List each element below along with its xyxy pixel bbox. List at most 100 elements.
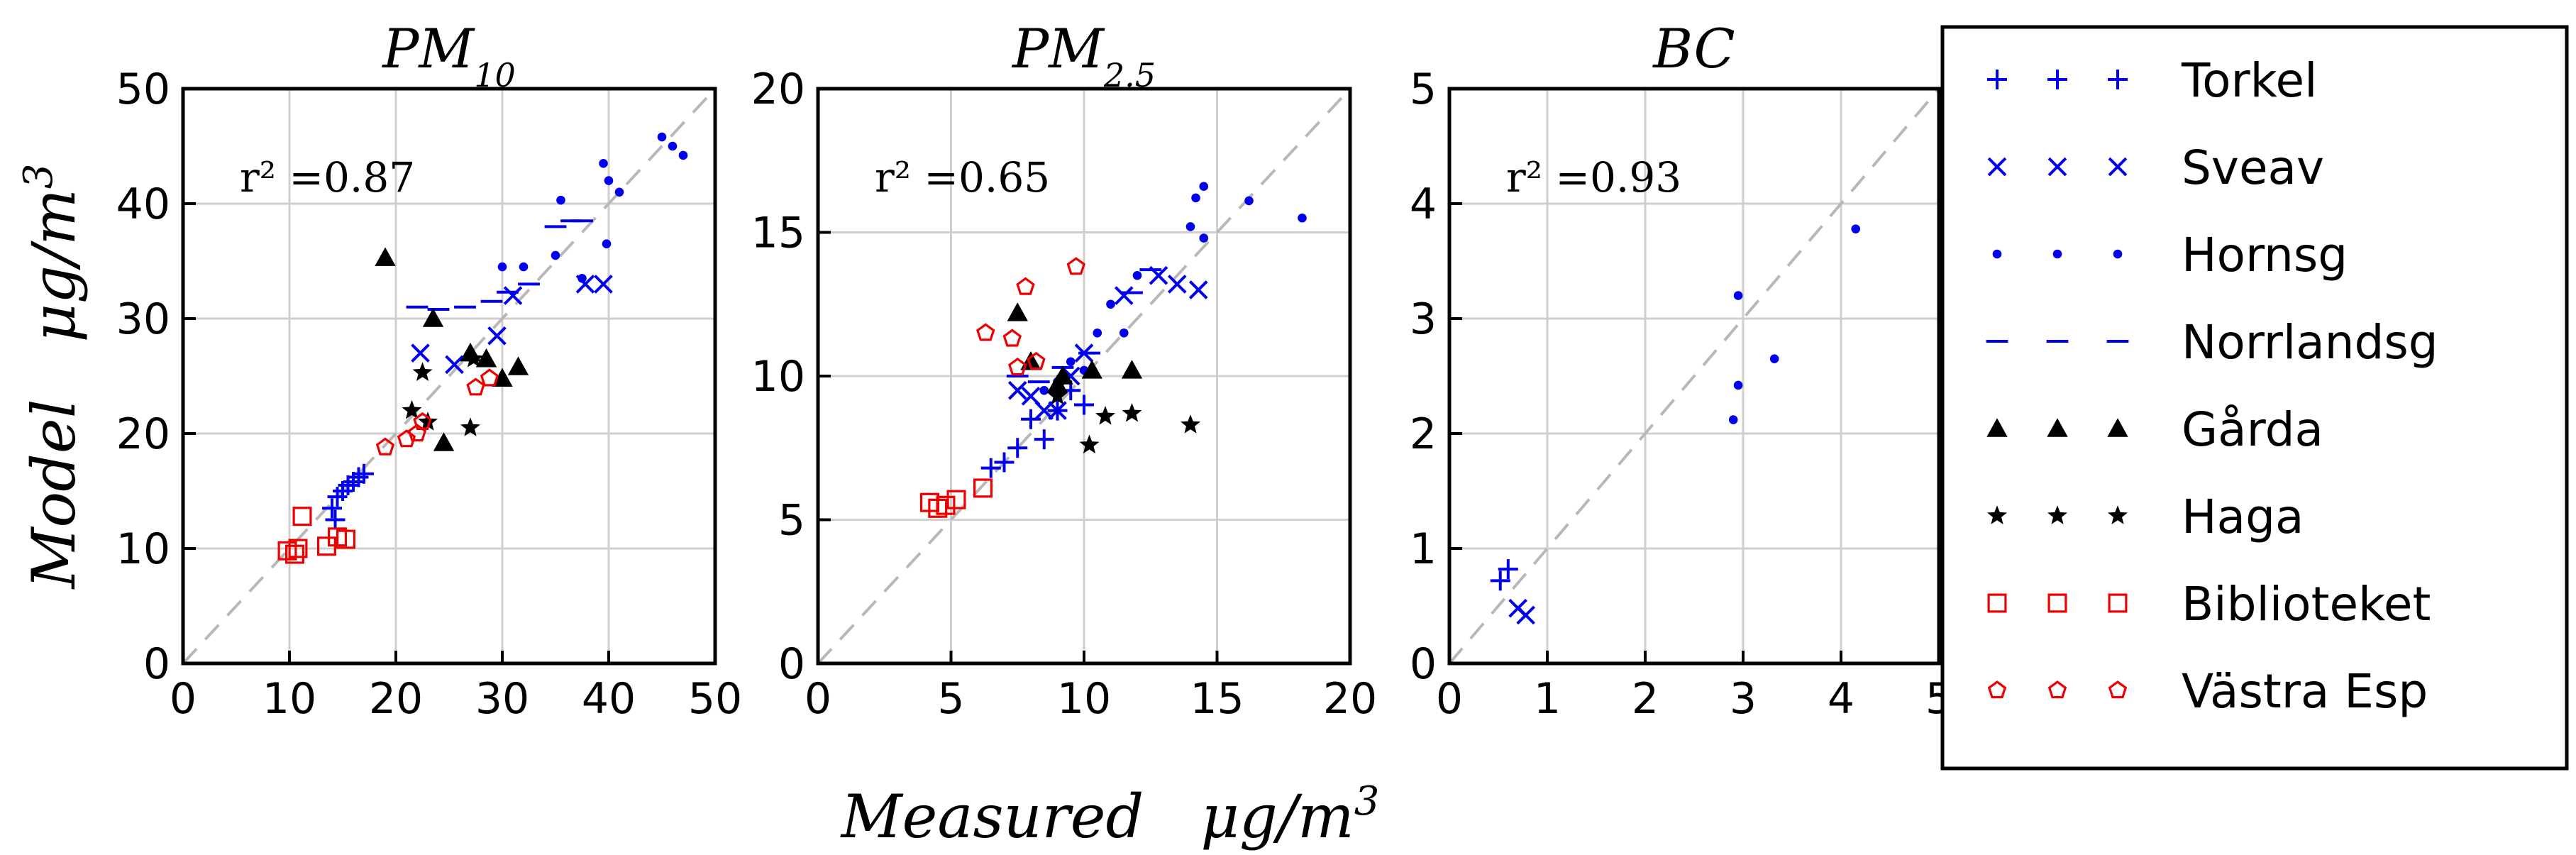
panel-2-point-vastra-esp — [1002, 329, 1022, 347]
panel-1-y-tick-label: 40 — [116, 180, 170, 229]
legend-label-biblioteket: Biblioteket — [2182, 577, 2431, 631]
panel-2-point-hornsg — [1199, 182, 1209, 192]
panel-2-point-sveav — [1034, 401, 1054, 420]
legend-frame — [1940, 25, 2569, 771]
y-axis-label: Model μg/m3 — [16, 164, 89, 590]
panel-1: 0 10 20 30 40 50 0 10 20 30 40 50 PM10 r² =0.87 — [116, 17, 743, 724]
legend-marker-haga — [2047, 505, 2067, 524]
panel-1-series-sveav — [411, 275, 613, 375]
panel-2-x-tick-label: 0 — [805, 674, 831, 724]
legend-entry-sveav: Sveav — [1987, 140, 2324, 195]
panel-1-y-tick-label: 10 — [116, 524, 170, 574]
panel-1-point-hornsg — [678, 150, 688, 160]
panel-2-point-biblioteket — [936, 495, 956, 515]
panel-1-point-hornsg — [577, 274, 587, 283]
panel-3-point-hornsg — [1769, 354, 1779, 363]
panel-1-point-hornsg — [604, 176, 614, 185]
panel-2-point-garda — [1052, 365, 1073, 385]
panel-1-y-tick-label: 50 — [116, 65, 170, 114]
legend-marker-torkel — [2047, 70, 2067, 89]
panel-1-point-hornsg — [602, 239, 612, 249]
panel-2-point-vastra-esp — [1008, 357, 1027, 376]
panel-2-point-hornsg — [1199, 233, 1209, 243]
panel-2-point-garda — [1121, 360, 1143, 379]
panel-1-point-vastra-esp — [480, 368, 499, 387]
panel-2-series-biblioteket — [919, 478, 993, 518]
panel-3-point-sveav — [1516, 605, 1535, 625]
panel-3-point-hornsg — [1728, 415, 1738, 424]
panel-3-point-hornsg — [1733, 291, 1743, 300]
panel-3-x-tick-label: 2 — [1632, 674, 1659, 724]
panel-1-point-sveav — [487, 326, 507, 346]
panel-2-point-haga — [1079, 434, 1100, 454]
panel-1-point-biblioteket — [285, 544, 305, 564]
panel-1-frame — [181, 87, 717, 666]
legend-label-vastra-esp: Västra Esp — [2182, 664, 2428, 719]
panel-2-point-vastra-esp — [976, 323, 995, 341]
panel-2-point-torkel — [1007, 438, 1028, 458]
panel-2-point-hornsg — [1039, 385, 1049, 395]
panel-2-point-sveav — [1188, 280, 1208, 299]
legend-label-hornsg: Hornsg — [2182, 228, 2348, 282]
panel-1-point-garda — [507, 356, 529, 375]
panel-3-y-tick-label: 4 — [1410, 180, 1437, 229]
panel-1-point-haga — [402, 399, 422, 419]
legend-label-norrlandsg: Norrlandsg — [2182, 315, 2438, 370]
panel-1-y-tick-label: 30 — [116, 294, 170, 344]
panel-2-point-torkel — [980, 458, 1001, 478]
panel-2-point-hornsg — [1244, 196, 1254, 206]
panel-1-point-biblioteket — [288, 539, 308, 558]
panel-2-y-tick-label: 5 — [778, 496, 805, 546]
panel-2-y-tick-label: 20 — [751, 65, 805, 114]
panel-1-point-garda — [492, 368, 513, 387]
panel-2-point-hornsg — [1119, 328, 1129, 338]
panel-1-point-torkel — [322, 498, 342, 519]
panel-3-point-hornsg — [1851, 224, 1860, 233]
panel-1-point-biblioteket — [336, 529, 356, 549]
panel-2-point-hornsg — [1298, 213, 1307, 223]
panel-2-point-hornsg — [1106, 299, 1115, 309]
panel-2-point-torkel — [994, 452, 1015, 473]
panel-1-point-hornsg — [519, 262, 529, 272]
panel-2-point-haga — [1122, 403, 1142, 422]
legend-marker-garda — [1986, 418, 2008, 437]
panel-2-point-biblioteket — [973, 478, 993, 498]
panel-2-r2-label: r² =0.65 — [875, 153, 1050, 202]
panel-2-point-vastra-esp — [1016, 277, 1035, 295]
panel-3-point-torkel — [1490, 570, 1510, 591]
panel-3-series-sveav — [1508, 598, 1535, 625]
panel-1-point-garda — [475, 348, 497, 368]
panel-2-point-hornsg — [1191, 193, 1200, 203]
legend-entry-norrlandsg: Norrlandsg — [1986, 315, 2438, 370]
panel-2-point-vastra-esp — [1066, 257, 1085, 275]
panel-3-y-tick-label: 0 — [1410, 639, 1437, 689]
panel-1-point-hornsg — [551, 250, 560, 260]
panel-1-point-hornsg — [657, 132, 667, 142]
panel-1-point-torkel — [354, 463, 374, 484]
legend: Torkel Sveav Hornsg Norrlandsg Gårda Haga Bibl… — [1940, 25, 2569, 771]
panel-3-point-hornsg — [1733, 380, 1743, 390]
legend-marker-vastra-esp — [2108, 680, 2128, 699]
panel-2-point-haga — [1181, 414, 1200, 434]
legend-marker-hornsg — [1992, 249, 2002, 259]
panel-1-point-haga — [412, 362, 433, 381]
panel-1-point-vastra-esp — [375, 437, 395, 456]
panel-2-x-tick-label: 15 — [1190, 674, 1244, 724]
panel-1-y-tick-label: 20 — [116, 409, 170, 459]
legend-marker-vastra-esp — [2047, 680, 2067, 699]
panel-2-point-hornsg — [1132, 270, 1142, 280]
legend-label-garda: Gårda — [2182, 402, 2323, 457]
panel-1-y-tick-label: 0 — [143, 639, 170, 689]
panel-1-series-garda — [375, 247, 529, 451]
panel-2-x-tick-label: 5 — [937, 674, 964, 724]
panel-1-point-sveav — [411, 343, 430, 363]
panel-1-point-garda — [375, 247, 396, 266]
panel-2-point-garda — [1007, 302, 1028, 321]
panel-1-point-vastra-esp — [413, 412, 432, 431]
panel-1-title-subscript: 10 — [474, 56, 516, 94]
panel-1-title: PM10 — [381, 17, 516, 94]
panel-1-series-norrlandsg — [406, 219, 593, 311]
panel-2-y-tick-label: 0 — [778, 639, 805, 689]
panel-3-x-tick-label: 3 — [1730, 674, 1757, 724]
